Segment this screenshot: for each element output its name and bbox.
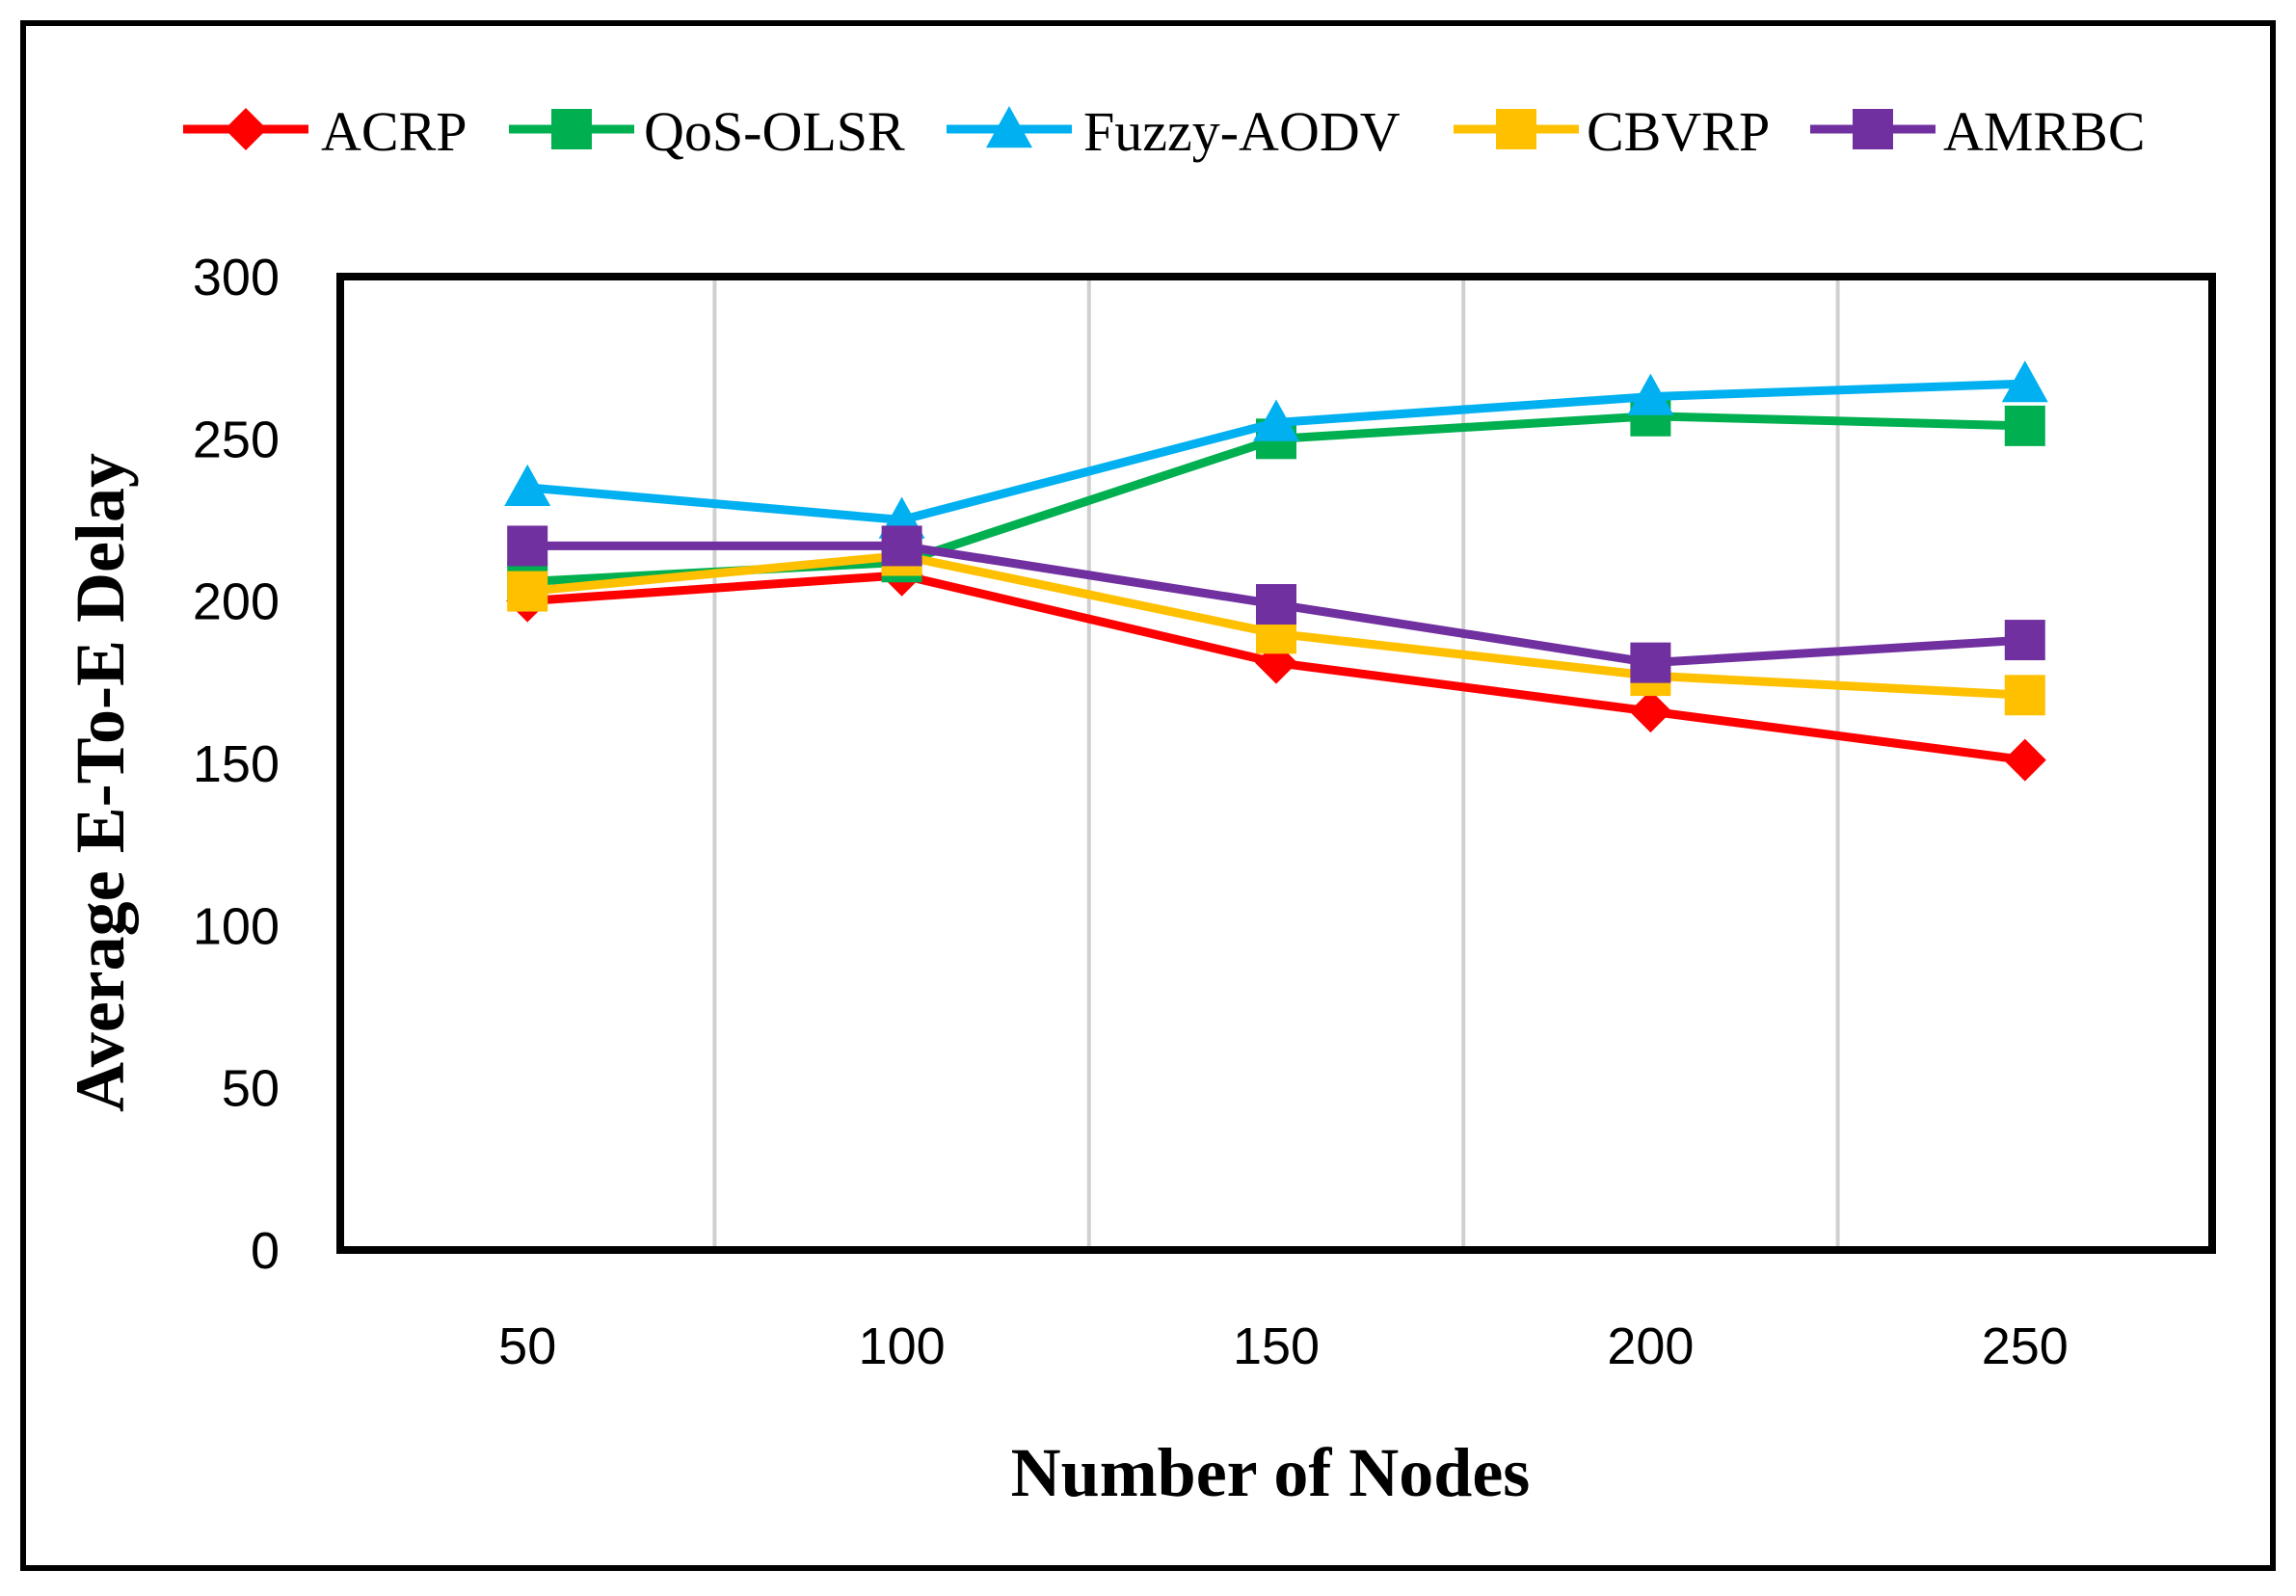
legend-marker-shape [225,108,267,150]
x-tick-label: 50 [498,1317,556,1375]
y-tick-label: 300 [193,249,280,306]
legend-label-amrbc: AMRBC [1943,100,2146,163]
x-tick-label: 150 [1233,1317,1320,1375]
series-layer [504,360,2048,782]
plot-area [336,273,2216,1254]
y-tick-label: 150 [193,735,280,793]
legend-item-fuzzy-aodv: Fuzzy-AODV [947,100,1401,163]
x-axis-ticks: 50 100 150 200 250 [498,1317,2069,1375]
y-axis-ticks: 0 50 100 150 200 250 300 [193,249,280,1280]
plot-border [336,273,2216,1254]
legend-marker-amrbc [1853,109,1893,149]
data-point-amrbc [1630,642,1671,683]
legend-item-cbvrp: CBVRP [1454,100,1770,163]
x-axis-title: Number of Nodes [1011,1434,1531,1511]
data-point-acrp [2003,738,2046,782]
x-tick-label: 100 [859,1317,946,1375]
legend-marker-shape [1853,109,1893,149]
data-point-fuzzy-aodv [504,464,551,507]
data-point-fuzzy-aodv [1253,399,1299,441]
legend-label-cbvrp: CBVRP [1587,100,1770,163]
data-point-amrbc [1256,584,1296,625]
data-point-amrbc [507,525,548,567]
data-point-acrp [1629,690,1672,733]
y-tick-label: 250 [193,411,280,468]
data-point-cbvrp [2004,675,2045,716]
x-tick-label: 200 [1607,1317,1694,1375]
legend-item-acrp: ACRP [183,100,467,163]
data-point-amrbc [881,525,922,567]
y-tick-label: 50 [222,1060,280,1118]
legend-item-amrbc: AMRBC [1810,100,2146,163]
y-axis-title: Average E-To-E Delay [62,453,139,1112]
legend-label-acrp: ACRP [321,100,467,163]
legend: ACRP QoS-OLSR Fuzzy-AODV CBVRP AMRBC [183,100,2146,163]
legend-marker-acrp [225,108,267,150]
series-amrbc [507,525,2045,683]
legend-marker-shape [551,109,592,149]
y-tick-label: 200 [193,573,280,631]
data-point-cbvrp [507,571,548,612]
data-point-fuzzy-aodv [2001,360,2048,403]
data-point-fuzzy-aodv [1627,373,1674,415]
data-point-amrbc [2004,620,2045,661]
legend-label-qos-olsr: QoS-OLSR [644,100,905,163]
x-tick-label: 250 [1982,1317,2069,1375]
gridlines [712,277,1840,1250]
legend-marker-qos-olsr [551,109,592,149]
legend-marker-shape [1496,109,1536,149]
legend-item-qos-olsr: QoS-OLSR [509,100,905,163]
y-tick-label: 0 [251,1222,280,1280]
data-point-qos-olsr [2004,405,2045,446]
legend-marker-fuzzy-aodv [986,106,1032,148]
legend-marker-cbvrp [1496,109,1536,149]
y-tick-label: 100 [193,897,280,955]
legend-label-fuzzy-aodv: Fuzzy-AODV [1083,100,1401,163]
legend-marker-shape [986,106,1032,148]
